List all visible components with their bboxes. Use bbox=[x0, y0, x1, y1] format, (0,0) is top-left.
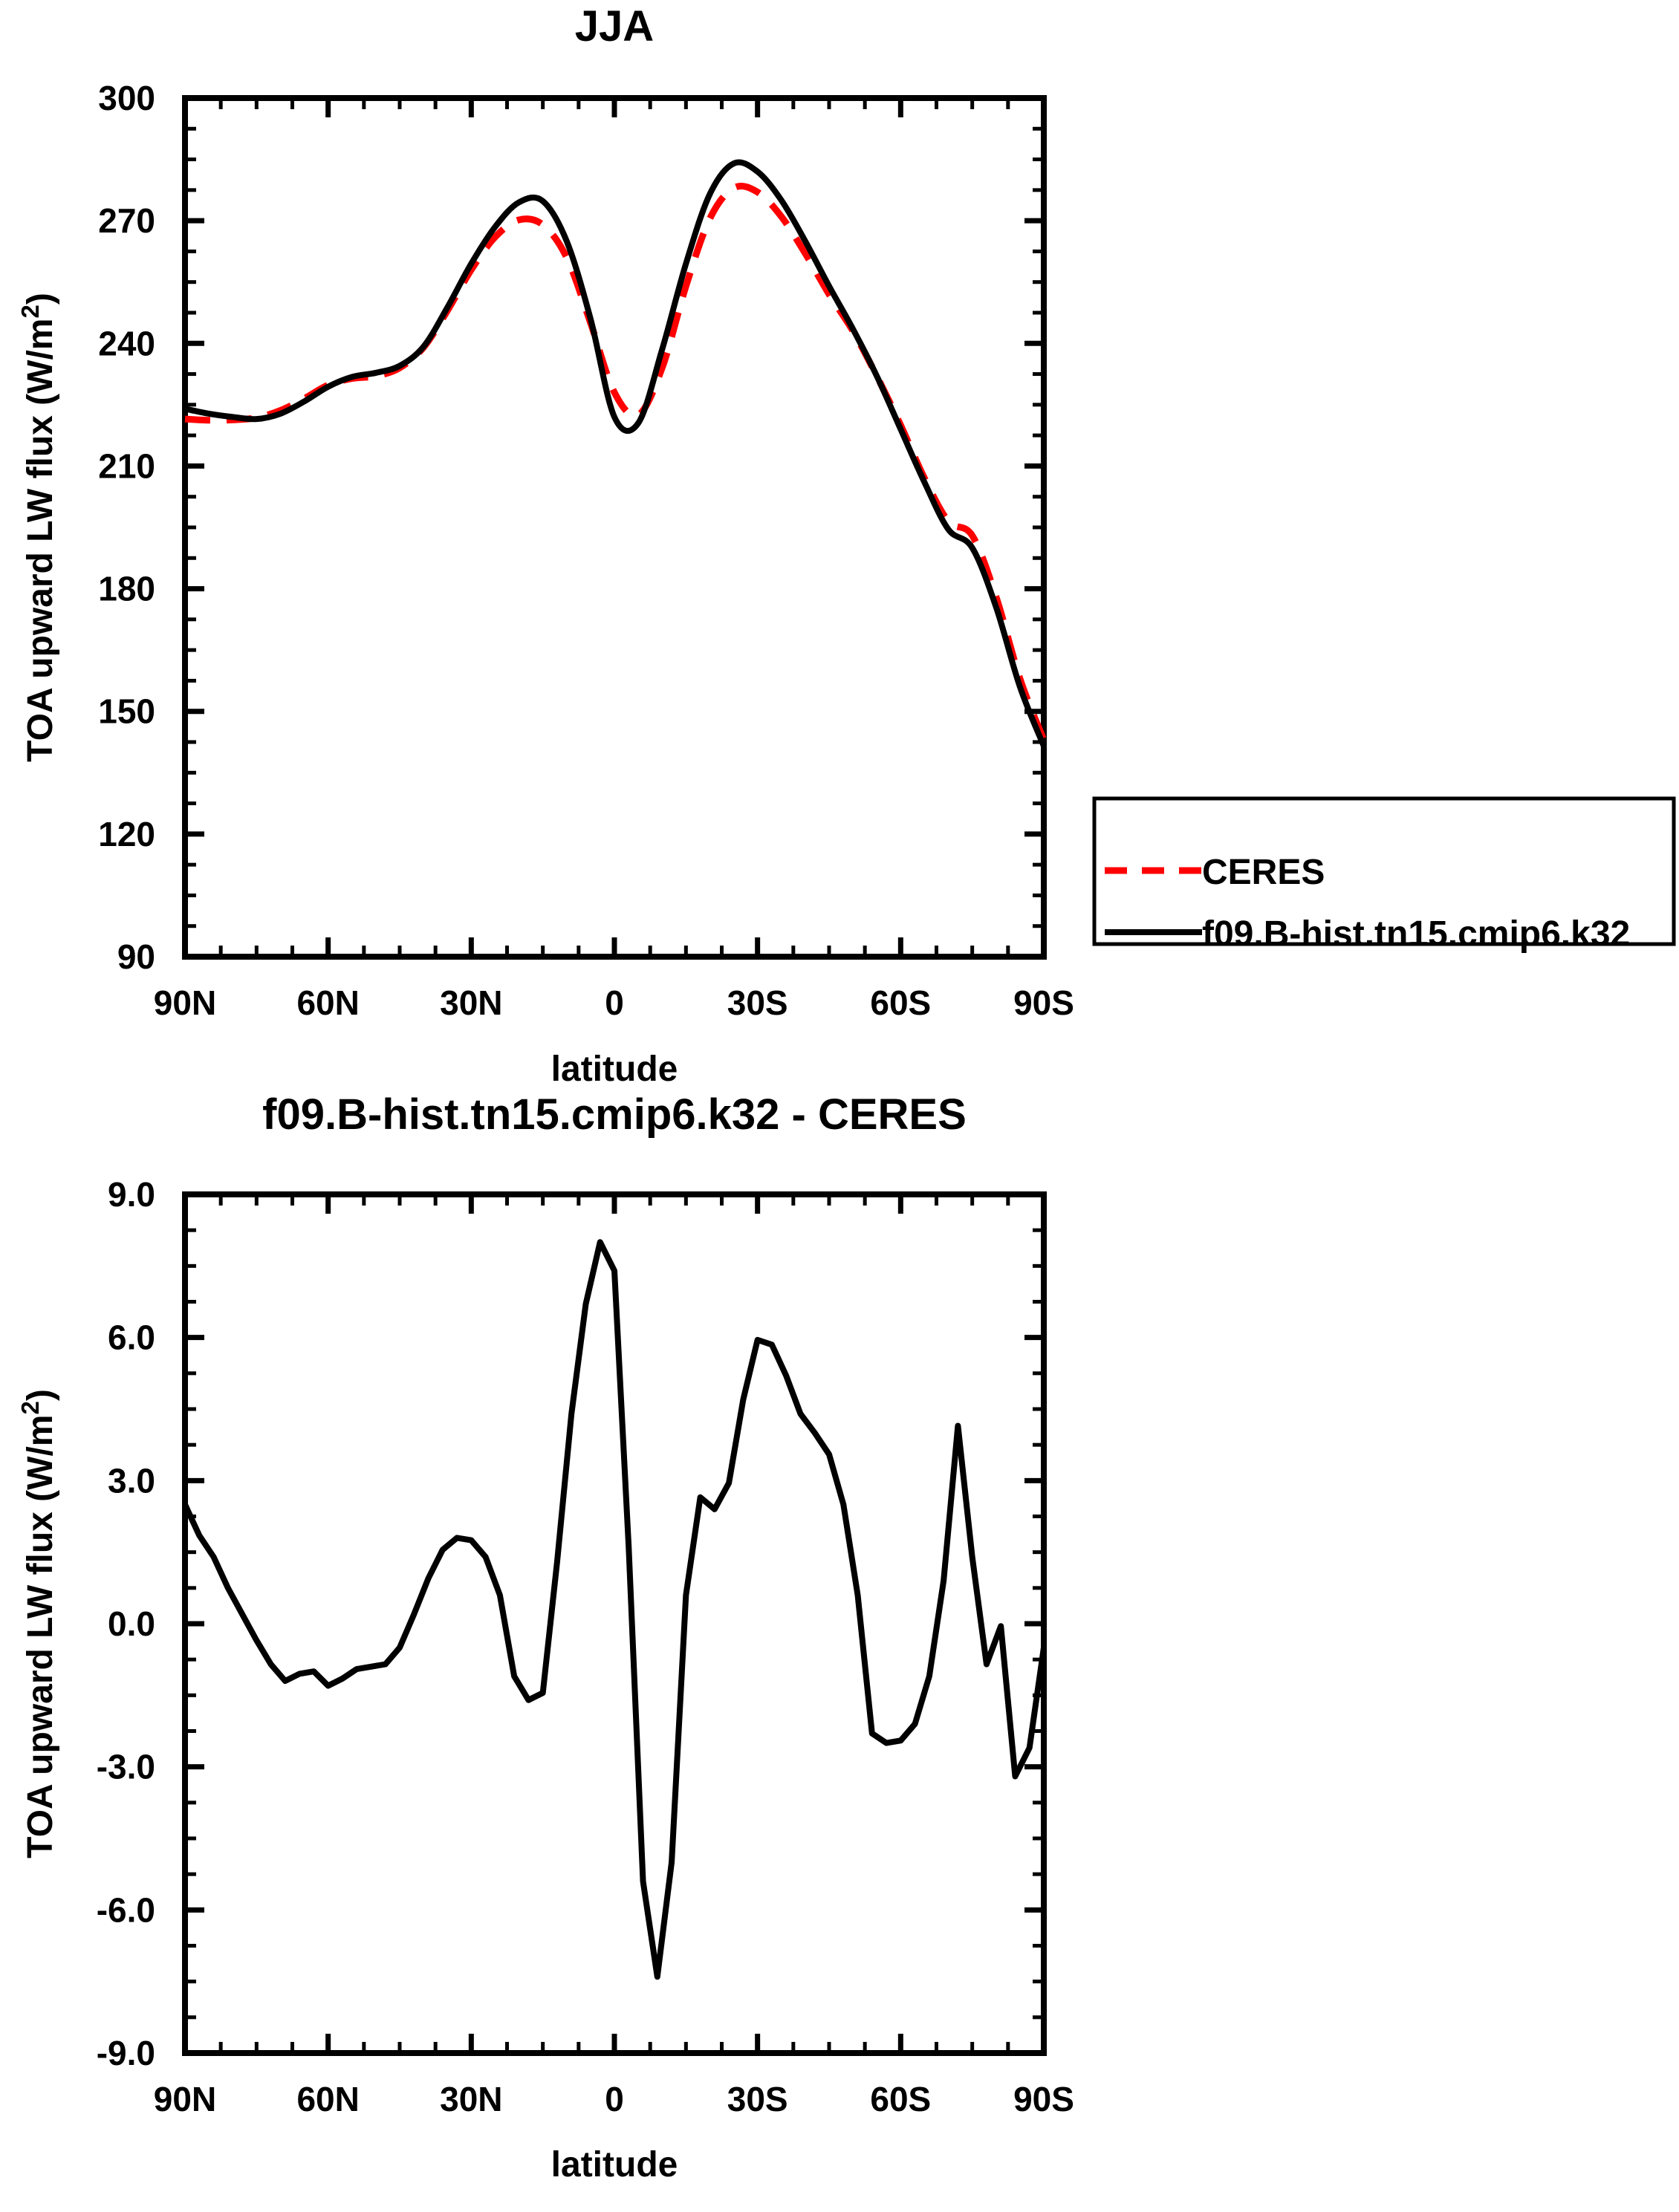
legend: CERES f09.B-hist.tn15.cmip6.k32 bbox=[1092, 796, 1676, 954]
y-tick-label: 300 bbox=[98, 79, 155, 117]
y-tick-label: 180 bbox=[98, 570, 155, 608]
series-line-difference bbox=[182, 1239, 1047, 1980]
x-tick-label: 0 bbox=[605, 983, 624, 1022]
y-tick-label: 3.0 bbox=[108, 1461, 155, 1500]
y-tick-label: 0.0 bbox=[108, 1604, 155, 1643]
x-tick-label: 90S bbox=[1013, 983, 1074, 1022]
top-plot-frame bbox=[182, 95, 1047, 960]
y-tick-label: 210 bbox=[98, 446, 155, 485]
x-tick-label: 90S bbox=[1013, 2080, 1074, 2118]
y-tick-label: 6.0 bbox=[108, 1318, 155, 1357]
x-tick-label: 0 bbox=[605, 2080, 624, 2118]
top-y-axis-title: TOA upward LW flux (W/m2) bbox=[16, 293, 60, 762]
y-tick-label: 150 bbox=[98, 692, 155, 731]
bottom-y-tick-labels: 9.0 6.0 3.0 0.0 -3.0 -6.0 -9.0 bbox=[97, 1175, 155, 2072]
x-tick-label: 30S bbox=[727, 2080, 788, 2118]
legend-label-model: f09.B-hist.tn15.cmip6.k32 bbox=[1202, 914, 1630, 954]
bottom-y-axis-title: TOA upward LW flux (W/m2) bbox=[16, 1389, 60, 1858]
x-tick-label: 30N bbox=[440, 983, 502, 1022]
x-tick-label: 90N bbox=[154, 983, 216, 1022]
y-tick-label: 120 bbox=[98, 815, 155, 853]
top-x-tick-labels: 90N 60N 30N 0 30S 60S 90S bbox=[154, 983, 1074, 1022]
top-panel-title: JJA bbox=[575, 2, 654, 51]
svg-text:TOA upward LW flux (W/m2): TOA upward LW flux (W/m2) bbox=[16, 293, 60, 762]
bottom-y-axis-title-suffix: ) bbox=[21, 1389, 60, 1401]
bottom-panel: f09.B-hist.tn15.cmip6.k32 - CERES 9.0 6.0… bbox=[16, 1090, 1074, 2185]
bottom-y-axis-title-exponent: 2 bbox=[16, 1401, 44, 1414]
y-tick-label: 240 bbox=[98, 324, 155, 362]
top-y-axis-title-main: TOA upward LW flux (W/m bbox=[21, 319, 60, 762]
top-y-tick-labels: 300 270 240 210 180 150 120 90 bbox=[98, 79, 155, 976]
x-tick-label: 30S bbox=[727, 983, 788, 1022]
x-tick-label: 60N bbox=[296, 983, 359, 1022]
bottom-y-axis-title-main: TOA upward LW flux (W/m bbox=[21, 1415, 60, 1858]
x-tick-label: 60S bbox=[870, 983, 931, 1022]
top-y-axis-title-exponent: 2 bbox=[16, 305, 44, 318]
bottom-x-axis-title: latitude bbox=[551, 2145, 678, 2185]
top-panel: JJA 300 270 240 210 180 150 120 90 90N 60N 30N 0 30… bbox=[16, 2, 1074, 1089]
bottom-panel-title: f09.B-hist.tn15.cmip6.k32 - CERES bbox=[262, 1090, 967, 1139]
y-tick-label: 90 bbox=[117, 937, 155, 976]
bottom-x-tick-labels: 90N 60N 30N 0 30S 60S 90S bbox=[154, 2080, 1074, 2118]
y-tick-label: 9.0 bbox=[108, 1175, 155, 1214]
series-line-model bbox=[182, 159, 1047, 749]
top-y-axis-title-suffix: ) bbox=[21, 293, 60, 305]
legend-label-ceres: CERES bbox=[1202, 853, 1325, 892]
top-axis-ticks bbox=[182, 95, 1047, 960]
y-tick-label: -9.0 bbox=[97, 2034, 155, 2072]
y-tick-label: 270 bbox=[98, 201, 155, 240]
top-x-axis-title: latitude bbox=[551, 1050, 678, 1089]
y-tick-label: -6.0 bbox=[97, 1890, 155, 1929]
y-tick-label: -3.0 bbox=[97, 1748, 155, 1786]
x-tick-label: 60S bbox=[870, 2080, 931, 2118]
x-tick-label: 90N bbox=[154, 2080, 216, 2118]
x-tick-label: 30N bbox=[440, 2080, 502, 2118]
x-tick-label: 60N bbox=[296, 2080, 359, 2118]
svg-text:TOA upward LW flux (W/m2): TOA upward LW flux (W/m2) bbox=[16, 1389, 60, 1858]
